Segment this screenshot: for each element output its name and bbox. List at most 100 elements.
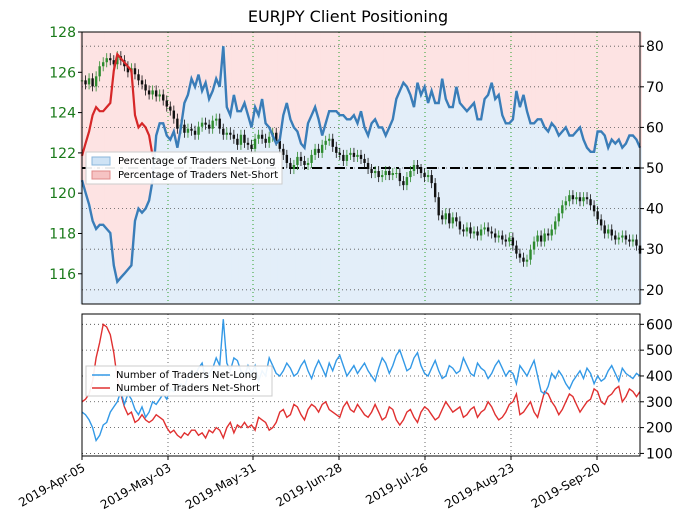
candle-body [621, 235, 624, 238]
bottom-legend-box [85, 365, 273, 397]
candle-body [147, 90, 151, 95]
percentage-tick-label: 70 [646, 80, 664, 96]
candle-body [87, 78, 91, 85]
candle-body [232, 134, 236, 139]
date-tick-label: 2019-Jun-28 [274, 460, 345, 509]
candle-body [380, 175, 384, 178]
percentage-tick-label: 30 [646, 242, 664, 258]
price-tick-label: 128 [49, 25, 76, 41]
candle-body [589, 199, 592, 206]
date-tick-label: 2019-Apr-05 [16, 460, 87, 509]
candle-body [578, 197, 582, 202]
price-tick-label: 126 [49, 65, 76, 81]
legend-net-long: Percentage of Traders Net-Long [118, 156, 276, 167]
candle-body [476, 231, 479, 236]
candle-body [532, 241, 536, 250]
candle-body [631, 239, 635, 242]
count-tick-label: 100 [646, 446, 673, 462]
date-tick-label: 2019-Aug-23 [442, 460, 516, 511]
candle-body [635, 239, 638, 246]
candle-body [278, 140, 281, 149]
candle-body [571, 195, 575, 200]
candle-body [564, 201, 568, 206]
candle-body [218, 118, 221, 129]
candle-body [437, 197, 440, 216]
candle-body [561, 205, 564, 214]
price-axis: 116 118 120 122 124 126 128 [49, 25, 82, 283]
candle-body [508, 237, 511, 242]
candle-body [472, 231, 476, 234]
date-axis: 2019-Apr-05 2019-May-03 2019-May-31 2019-Ju… [16, 456, 603, 512]
candle-body [317, 148, 320, 153]
price-tick-label: 124 [49, 106, 76, 122]
candle-body [511, 237, 515, 246]
count-tick-label: 200 [646, 421, 673, 437]
count-tick-label: 400 [646, 369, 673, 385]
candle-body [575, 197, 578, 200]
candle-body [391, 173, 394, 176]
candle-body [91, 78, 94, 87]
candle-body [607, 229, 610, 234]
candle-body [433, 183, 437, 198]
candle-body [292, 164, 296, 170]
candle-body [518, 253, 522, 258]
candle-body [328, 138, 331, 141]
candle-body [162, 94, 165, 101]
candle-body [211, 120, 214, 129]
candle-body [200, 122, 204, 127]
candle-body [486, 227, 490, 232]
candle-body [585, 197, 589, 200]
top-legend: Percentage of Traders Net-Long Percentag… [85, 151, 283, 185]
count-tick-label: 500 [646, 343, 673, 359]
net-short-swatch [91, 170, 111, 180]
candle-body [497, 235, 500, 238]
candle-body [522, 257, 525, 262]
candle-body [536, 235, 539, 242]
candle-body [599, 219, 603, 226]
candle-body [257, 134, 260, 139]
candle-body [356, 154, 359, 157]
candle-body [282, 148, 285, 155]
price-tick-label: 122 [49, 146, 76, 162]
candle-body [306, 162, 310, 165]
candle-body [402, 181, 405, 186]
candle-body [144, 84, 147, 91]
top-legend-box [85, 151, 283, 185]
candle-body [109, 58, 112, 61]
price-tick-label: 116 [49, 267, 76, 283]
candle-body [112, 60, 115, 65]
candle-body [225, 132, 228, 135]
candle-body [363, 158, 366, 163]
candle-body [455, 217, 458, 222]
candle-body [94, 76, 98, 87]
percentage-tick-label: 20 [646, 283, 664, 299]
candle-body [275, 132, 278, 141]
price-candles [80, 51, 642, 267]
candle-body [373, 171, 377, 174]
candle-body [582, 197, 585, 202]
candle-body [204, 122, 207, 125]
candle-body [451, 217, 455, 224]
candle-body [592, 205, 596, 212]
candle-body [137, 74, 140, 81]
percentage-axis: 20 30 40 50 60 70 80 [640, 39, 664, 299]
candle-body [483, 227, 486, 230]
candle-body [501, 235, 504, 240]
candle-body [624, 235, 628, 240]
bottom-plot-frame [81, 313, 641, 457]
chart-title: EURJPY Client Positioning [248, 7, 448, 26]
count-axis: 100 200 300 400 500 600 [640, 317, 673, 462]
count-tick-label: 600 [646, 317, 673, 333]
candle-body [444, 213, 447, 220]
candle-body [133, 68, 137, 75]
candle-body [405, 177, 409, 186]
candle-body [165, 100, 168, 107]
candle-body [207, 124, 211, 129]
candle-body [313, 148, 317, 155]
percentage-tick-label: 50 [646, 161, 664, 177]
candle-body [116, 56, 119, 65]
candle-body [338, 152, 342, 155]
candle-body [359, 154, 363, 159]
candle-body [603, 225, 606, 234]
